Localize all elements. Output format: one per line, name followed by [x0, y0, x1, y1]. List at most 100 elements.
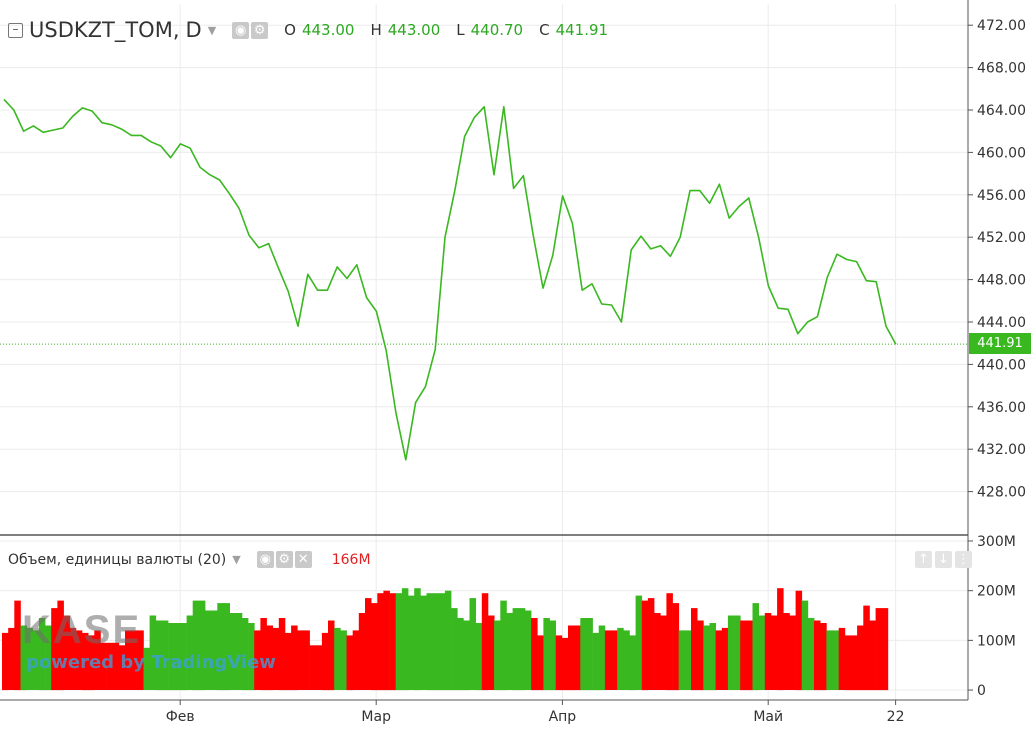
volume-bar [155, 620, 163, 691]
high-label: H [370, 21, 382, 39]
volume-bar [783, 613, 790, 690]
volume-bar [574, 625, 581, 691]
volume-value: 166M [331, 551, 371, 568]
volume-bar [383, 590, 390, 691]
volume-bar [57, 600, 64, 691]
volume-bar [568, 625, 575, 691]
close-value: 441.91 [555, 21, 609, 39]
volume-bar [881, 608, 889, 691]
price-tick-label: 440.00 [977, 357, 1026, 373]
volume-bar [506, 613, 513, 690]
arrow-down-icon[interactable]: ↓ [935, 551, 952, 568]
eye-icon[interactable]: ◉ [232, 21, 250, 39]
volume-bar [371, 603, 378, 691]
volume-bar [524, 610, 532, 690]
volume-bar [721, 627, 729, 690]
volume-bar [186, 615, 194, 690]
volume-bar [555, 635, 563, 691]
volume-bar [604, 630, 612, 690]
volume-bar [549, 620, 556, 691]
volume-bar [285, 632, 292, 691]
close-icon[interactable]: ✕ [294, 551, 312, 568]
volume-bar [235, 613, 243, 690]
volume-bar [531, 618, 538, 691]
volume-bar [832, 630, 839, 690]
price-tick-label: 472.00 [977, 18, 1026, 34]
volume-bar [586, 618, 593, 691]
volume-bar [303, 630, 310, 690]
volume-bar [826, 630, 833, 690]
volume-bar [131, 630, 138, 690]
powered-by-tradingview[interactable]: powered by TradingView [26, 652, 276, 673]
volume-bar [444, 590, 452, 691]
price-tick-label: 464.00 [977, 103, 1026, 119]
volume-bar [457, 618, 464, 691]
gear-icon[interactable]: ⚙ [275, 551, 293, 568]
volume-bar [795, 590, 803, 691]
eye-icon[interactable]: ◉ [256, 551, 274, 568]
chevron-down-icon[interactable]: ▼ [207, 23, 217, 37]
volume-bar [328, 620, 335, 691]
volume-bar [727, 615, 735, 690]
volume-bar [641, 600, 649, 691]
x-tick-label: Фев [166, 709, 195, 725]
collapse-icon[interactable]: – [8, 22, 23, 38]
volume-bar [678, 630, 686, 690]
chevron-down-icon[interactable]: ▼ [232, 553, 241, 566]
x-tick-label: Апр [549, 709, 577, 725]
volume-bar [377, 593, 384, 691]
arrow-up-icon[interactable]: ↑ [915, 551, 932, 568]
x-tick-label: 22 [887, 709, 905, 725]
volume-bar [654, 613, 661, 690]
chart-header: – USDKZT_TOM, D ▼ ◉ ⚙ O 443.00 H 443.00 … [8, 18, 608, 42]
volume-bar [851, 635, 858, 691]
volume-bar [820, 623, 827, 691]
volume-bar [395, 593, 403, 691]
volume-bar [118, 645, 126, 690]
interval[interactable]: D [185, 18, 202, 42]
last-price-label: 441.91 [969, 333, 1031, 354]
low-label: L [456, 21, 465, 39]
volume-bar [598, 625, 606, 691]
volume-bar [752, 603, 759, 691]
symbol-name[interactable]: USDKZT_TOM, [29, 18, 180, 42]
volume-bar [291, 625, 298, 691]
volume-bar [684, 630, 692, 690]
kase-logo: KASE [22, 608, 142, 652]
open-value: 443.00 [301, 21, 355, 39]
price-tick-label: 432.00 [977, 442, 1026, 458]
volume-bar [297, 630, 304, 690]
volume-bar [740, 620, 747, 691]
volume-tick-label: 0 [977, 683, 986, 699]
gear-icon[interactable]: ⚙ [251, 21, 269, 39]
volume-bar [125, 630, 132, 690]
volume-bar [340, 630, 347, 690]
volume-bar [592, 632, 600, 691]
volume-bar [623, 630, 630, 690]
volume-bar [143, 647, 150, 690]
volume-bar [869, 620, 876, 691]
volume-bar [266, 625, 273, 691]
volume-bar [321, 632, 329, 691]
volume-bar [561, 637, 569, 691]
price-tick-label: 428.00 [977, 485, 1026, 501]
volume-bar [174, 623, 181, 691]
volume-bar [469, 598, 476, 690]
volume-bar [192, 600, 200, 691]
volume-bar [512, 608, 520, 691]
volume-title[interactable]: Объем, единицы валюты (20) [8, 551, 227, 568]
volume-bar [488, 615, 495, 690]
volume-bar [69, 627, 77, 690]
price-tick-label: 460.00 [977, 145, 1026, 161]
price-tick-label: 436.00 [977, 400, 1026, 416]
x-tick-label: Мар [361, 709, 391, 725]
volume-bar [420, 595, 427, 690]
more-icon[interactable]: ⋮ [955, 551, 972, 568]
volume-bar [100, 642, 107, 690]
volume-bar [2, 632, 9, 691]
volume-bar [771, 615, 778, 690]
volume-bar [278, 618, 286, 691]
volume-bar [149, 615, 157, 690]
